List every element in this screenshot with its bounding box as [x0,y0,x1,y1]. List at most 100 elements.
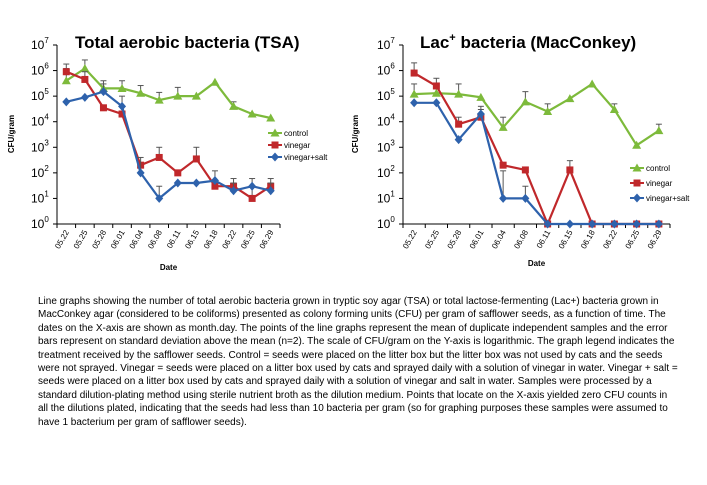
data-point-vinegar-salt [565,219,574,229]
data-point-vinegar [455,120,463,128]
series-vinegar-salt [62,83,275,203]
x-tick-label: 06.18 [579,228,597,250]
data-point-control [498,122,508,131]
legend-marker [271,152,279,162]
data-point-control [476,92,486,101]
x-tick-label: 06.11 [165,228,183,250]
data-point-control [431,88,441,97]
data-point-control [210,77,220,86]
chart-title-main: Lac [420,33,449,52]
series-line-vinegar [413,72,659,227]
y-tick-label: 103 [31,138,49,154]
series-vinegar [410,62,663,228]
x-tick-label: 06.01 [468,228,486,250]
data-point-control [229,101,239,110]
legend-label: vinegar [284,141,311,150]
chart-title-rest: bacteria (MacConkey) [456,33,636,52]
x-tick-label: 06.15 [557,228,575,250]
x-tick-label: 06.08 [512,228,530,250]
y-tick-label: 107 [31,36,49,52]
legend-item-vinegar: vinegar [630,179,673,188]
data-point-vinegar-salt [136,168,145,178]
legend-item-control: control [268,128,308,138]
x-tick-label: 06.04 [128,228,146,250]
x-tick-label: 06.11 [535,228,553,250]
legend-item-control: control [630,163,670,173]
data-point-vinegar-salt [80,92,89,102]
legend-marker [633,179,641,187]
y-axis-label: CFU/gram [351,115,360,153]
x-tick-label: 06.29 [646,228,664,250]
data-point-control [247,109,257,118]
series-vinegar [62,63,275,202]
data-point-vinegar-salt [192,178,201,188]
y-tick-label: 100 [377,215,395,231]
data-point-control [520,97,530,106]
x-tick-label: 06.29 [258,228,276,250]
data-point-vinegar-salt [610,219,619,229]
x-tick-label: 06.18 [202,228,220,250]
y-tick-label: 102 [377,164,395,180]
x-tick-label: 06.25 [624,228,642,250]
data-point-vinegar-salt [654,219,663,229]
data-point-vinegar-salt [632,219,641,229]
series-line-vinegar [65,70,272,200]
data-point-vinegar-salt [454,135,463,145]
legend-marker [270,128,280,137]
x-tick-label: 06.25 [239,228,257,250]
data-point-vinegar-salt [521,193,530,203]
data-point-control [136,88,146,97]
data-point-vinegar [81,75,89,83]
x-tick-label: 05.22 [53,228,71,250]
data-point-control [654,126,664,135]
y-tick-label: 103 [377,138,395,154]
chart-total-aerobic-bacteria: Total aerobic bacteria (TSA) 100 101 102 103… [7,33,328,272]
data-point-control [80,64,90,73]
legend-label: vinegar+salt [284,153,328,162]
data-point-vinegar-salt [476,109,485,119]
data-point-vinegar-salt [499,193,508,203]
y-tick-label: 105 [377,87,395,103]
data-point-vinegar [192,155,200,163]
x-tick-label: 06.15 [183,228,201,250]
legend-label: vinegar [646,179,673,188]
data-point-control [409,89,419,98]
data-point-vinegar [499,161,507,169]
legend-item-vinegar-salt: vinegar+salt [268,152,328,162]
data-point-control [454,89,464,98]
y-tick-label: 106 [31,62,49,78]
series-control [409,79,664,149]
chart-title: Total aerobic bacteria (TSA) [75,33,300,52]
data-point-control [609,105,619,114]
data-point-vinegar [99,104,107,112]
x-axis-label: Date [160,263,178,272]
x-tick-label: 06.04 [490,228,508,250]
data-point-vinegar-salt [62,97,71,107]
data-point-vinegar [432,82,440,90]
chart-title: Lac+ bacteria (MacConkey) [420,32,636,52]
series-line-vinegar-salt [66,90,271,200]
data-point-vinegar-salt [543,219,552,229]
figure-caption: Line graphs showing the number of total … [38,296,678,428]
data-point-vinegar-salt [155,193,164,203]
series-vinegar-salt [410,98,663,229]
x-tick-label: 05.25 [72,228,90,250]
data-point-control [543,107,553,116]
y-tick-label: 100 [31,215,49,231]
x-tick-label: 06.01 [109,228,127,250]
data-point-control [61,76,71,85]
data-point-control [632,140,642,149]
legend-label: control [646,164,670,173]
legend-marker [633,193,641,203]
data-point-vinegar [118,110,126,118]
y-tick-label: 104 [377,113,395,129]
data-point-vinegar-salt [99,87,108,97]
data-point-vinegar-salt [210,176,219,186]
x-axis-label: Date [528,259,546,268]
x-tick-label: 05.22 [401,228,419,250]
chart-lac-plus-bacteria: Lac+ bacteria (MacConkey) 100 101 102 103 104… [351,32,690,268]
data-point-control [266,113,276,122]
y-tick-label: 102 [31,164,49,180]
data-point-vinegar [248,194,256,202]
y-axis-label: CFU/gram [7,115,16,153]
